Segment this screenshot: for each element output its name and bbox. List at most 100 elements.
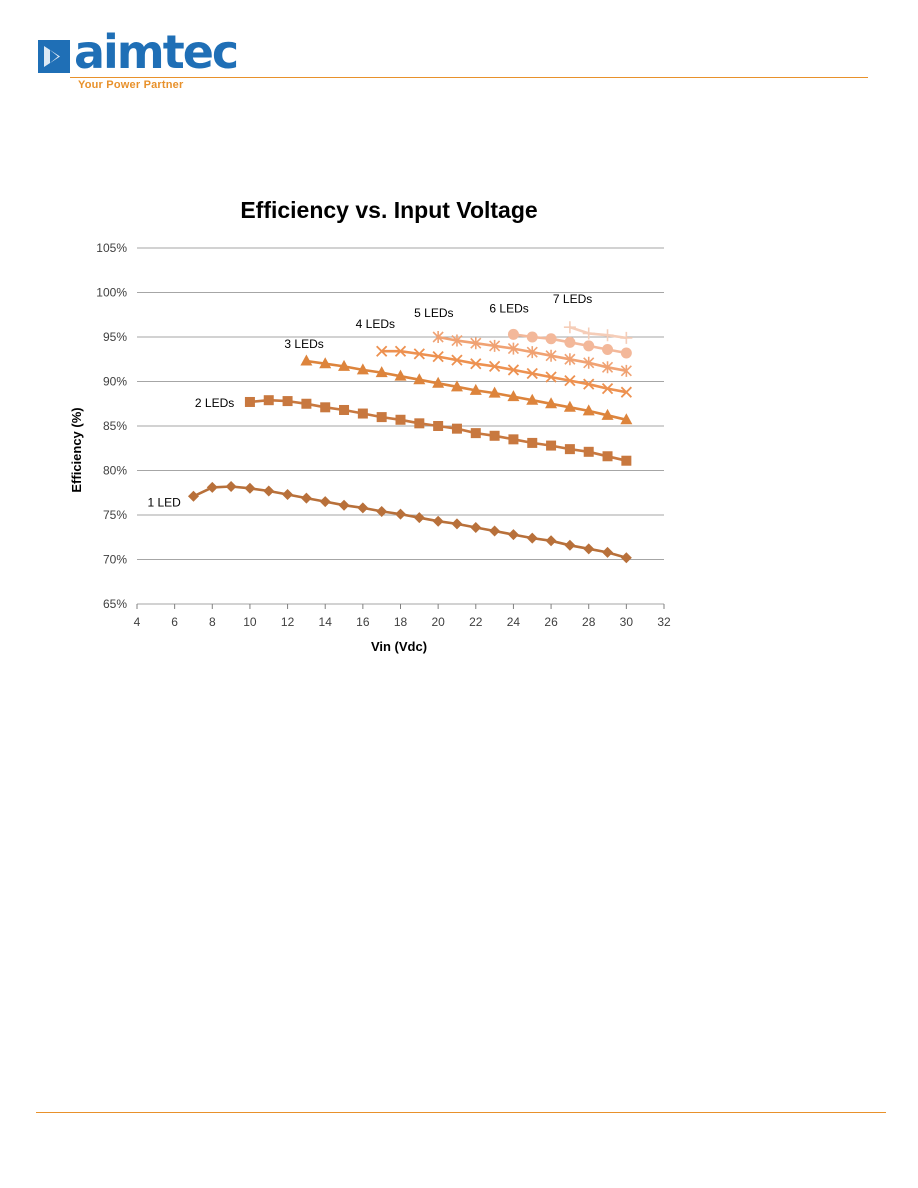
page-header: aimtec Your Power Partner bbox=[0, 0, 918, 100]
series-label: 4 LEDs bbox=[356, 317, 395, 331]
y-tick-label: 85% bbox=[103, 419, 127, 433]
data-point bbox=[338, 499, 350, 511]
data-point bbox=[601, 408, 614, 420]
series-labels: 1 LED 2 LEDs 3 LEDs 4 LEDs 5 LEDs 6 LEDs 7 LED… bbox=[147, 292, 592, 509]
series-4 bbox=[376, 345, 632, 398]
data-point bbox=[545, 371, 557, 383]
footer-divider bbox=[36, 1112, 886, 1113]
data-point bbox=[564, 539, 576, 551]
data-point bbox=[470, 428, 481, 439]
x-tick-label: 8 bbox=[209, 615, 216, 629]
data-point bbox=[583, 378, 595, 390]
x-tick-label: 14 bbox=[319, 615, 333, 629]
data-point bbox=[546, 440, 557, 451]
x-tick-label: 28 bbox=[582, 615, 596, 629]
data-point bbox=[583, 543, 595, 555]
data-point bbox=[564, 336, 576, 348]
y-tick-label: 90% bbox=[103, 375, 127, 389]
series-line bbox=[192, 485, 627, 559]
data-point bbox=[601, 361, 614, 374]
data-point bbox=[225, 481, 237, 493]
data-point bbox=[545, 397, 558, 409]
data-point bbox=[319, 357, 332, 369]
series-label: 3 LEDs bbox=[284, 337, 323, 351]
data-point bbox=[527, 437, 538, 448]
data-point bbox=[394, 369, 407, 381]
data-point bbox=[563, 400, 576, 412]
chart-axes: 65% 70% 75% 80% 85% 90% 95% 100% 105% 4 6 8 10 12 14 16… bbox=[96, 241, 671, 629]
data-point bbox=[433, 421, 444, 431]
data-point bbox=[620, 552, 632, 564]
data-point bbox=[507, 364, 520, 376]
series-line bbox=[381, 349, 627, 394]
data-point bbox=[451, 334, 463, 347]
y-tick-label: 65% bbox=[103, 597, 127, 611]
data-point bbox=[432, 350, 444, 363]
chart-series bbox=[187, 321, 633, 564]
data-point bbox=[300, 492, 312, 504]
data-point bbox=[526, 393, 539, 405]
data-point bbox=[469, 383, 482, 395]
data-point bbox=[582, 327, 595, 340]
data-point bbox=[507, 390, 520, 402]
x-tick-label: 24 bbox=[507, 615, 521, 629]
x-tick-label: 6 bbox=[171, 615, 178, 629]
data-point bbox=[602, 343, 614, 355]
aimtec-logo-icon bbox=[38, 40, 70, 73]
series-1 bbox=[187, 481, 632, 564]
data-point bbox=[395, 508, 406, 520]
data-point bbox=[450, 380, 463, 392]
data-point bbox=[338, 359, 351, 371]
data-point bbox=[564, 374, 576, 387]
x-tick-label: 30 bbox=[620, 615, 634, 629]
data-point bbox=[357, 408, 368, 419]
data-point bbox=[545, 333, 557, 345]
data-point bbox=[545, 535, 557, 547]
data-point bbox=[432, 331, 444, 343]
data-point bbox=[583, 356, 595, 369]
data-point bbox=[319, 496, 331, 508]
data-point bbox=[376, 412, 387, 423]
efficiency-chart: Efficiency vs. Input Voltage 65% 70% 75% 80… bbox=[60, 185, 680, 665]
data-point bbox=[413, 512, 425, 524]
data-point bbox=[451, 354, 463, 366]
data-point bbox=[602, 546, 614, 558]
data-point bbox=[526, 346, 538, 359]
series-label: 6 LEDs bbox=[489, 301, 528, 315]
series-label: 1 LED bbox=[147, 495, 181, 509]
series-3 bbox=[300, 354, 633, 425]
y-tick-label: 95% bbox=[103, 330, 127, 344]
data-point bbox=[413, 373, 426, 385]
x-tick-label: 12 bbox=[281, 615, 295, 629]
data-point bbox=[470, 521, 482, 533]
x-tick-label: 10 bbox=[243, 615, 257, 629]
x-tick-label: 4 bbox=[134, 615, 141, 629]
data-point bbox=[300, 354, 313, 366]
data-point bbox=[395, 414, 406, 425]
data-point bbox=[376, 505, 388, 517]
data-point bbox=[470, 337, 482, 350]
data-point bbox=[394, 345, 407, 357]
data-point bbox=[564, 444, 575, 455]
data-point bbox=[620, 331, 633, 344]
data-point bbox=[356, 363, 369, 375]
data-point bbox=[282, 489, 294, 501]
data-point bbox=[507, 529, 519, 541]
data-point bbox=[488, 360, 501, 373]
brand-tagline: Your Power Partner bbox=[78, 79, 184, 91]
data-point bbox=[563, 321, 576, 334]
data-point bbox=[620, 347, 632, 359]
data-point bbox=[620, 364, 632, 377]
data-point bbox=[582, 404, 595, 416]
x-tick-label: 22 bbox=[469, 615, 483, 629]
series-line bbox=[569, 325, 627, 340]
y-tick-label: 105% bbox=[96, 241, 127, 255]
data-point bbox=[470, 358, 482, 370]
data-point bbox=[526, 532, 538, 544]
data-point bbox=[375, 366, 388, 378]
data-point bbox=[620, 413, 633, 425]
y-tick-label: 75% bbox=[103, 508, 127, 522]
data-point bbox=[564, 353, 576, 366]
data-point bbox=[432, 376, 445, 388]
data-point bbox=[451, 518, 463, 530]
